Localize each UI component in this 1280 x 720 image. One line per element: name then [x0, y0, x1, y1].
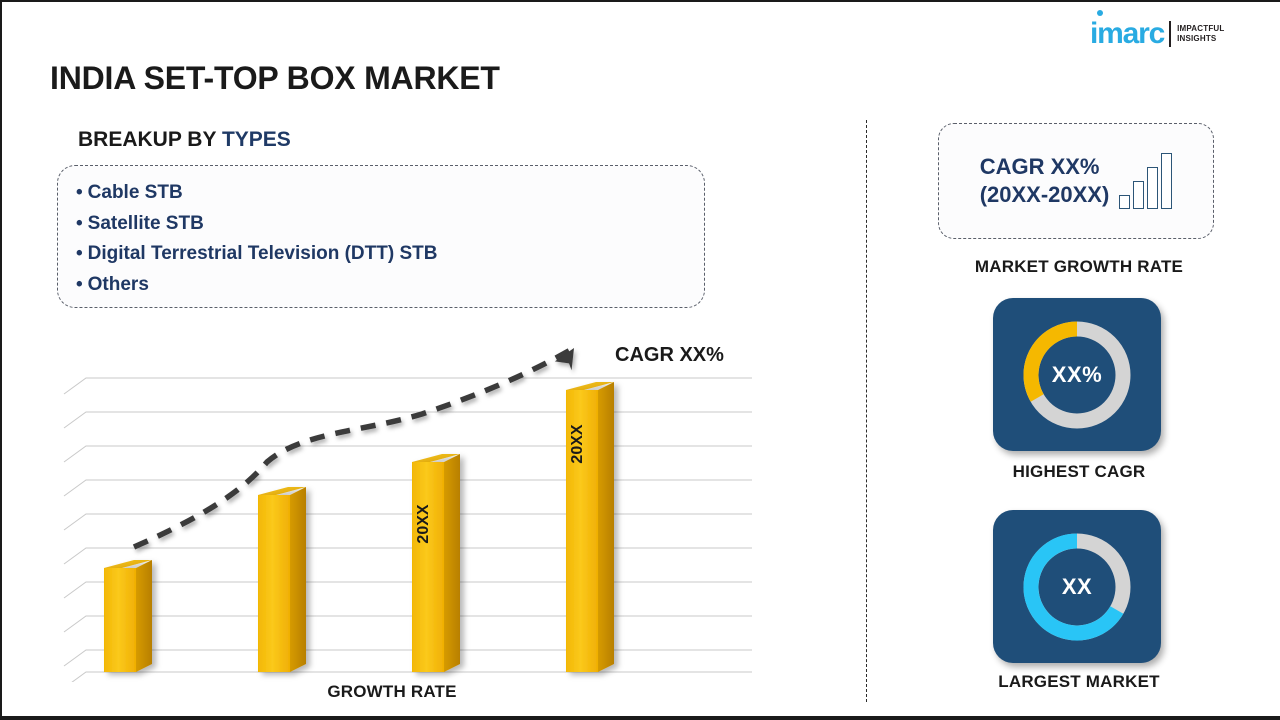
- chart-gridlines: [63, 377, 752, 682]
- trend-arrowhead-icon: [554, 348, 574, 371]
- breakup-heading: BREAKUP BY TYPES: [78, 128, 291, 152]
- cagr-value-line: CAGR XX%: [979, 154, 1100, 179]
- logo-tagline-line2: INSIGHTS: [1177, 34, 1217, 43]
- chart-bar-4: [566, 382, 614, 672]
- list-item: • Cable STB: [76, 178, 704, 209]
- breakup-heading-prefix: BREAKUP BY: [78, 128, 222, 151]
- chart-bar-4-label: 20XX: [569, 424, 586, 463]
- list-item-label: Others: [87, 273, 149, 295]
- imarc-logo: imarc IMPACTFUL INSIGHTS: [1090, 10, 1268, 52]
- list-item: • Digital Terrestrial Television (DTT) ST…: [76, 239, 704, 270]
- bullet-icon: •: [76, 212, 83, 234]
- logo-wordmark: imarc: [1090, 17, 1165, 50]
- ascending-bars-icon: [1119, 153, 1173, 209]
- logo-divider: [1169, 21, 1172, 47]
- list-item: • Satellite STB: [76, 209, 704, 240]
- logo-tagline: IMPACTFUL INSIGHTS: [1177, 24, 1224, 44]
- cagr-text: CAGR XX% (20XX-20XX): [980, 153, 1110, 209]
- types-list-box: • Cable STB • Satellite STB • Digital Terre…: [57, 165, 705, 308]
- largest-market-card: XX: [993, 510, 1161, 663]
- logo-tagline-line1: IMPACTFUL: [1177, 24, 1225, 33]
- highest-cagr-card: XX%: [993, 298, 1161, 451]
- list-item: • Others: [76, 270, 704, 301]
- growth-bar-chart: 20XX 20XX CAGR XX% GROWTH RATE: [62, 332, 752, 716]
- chart-bar-2: [258, 487, 306, 672]
- list-item-label: Satellite STB: [87, 212, 204, 234]
- logo-dot-icon: [1097, 10, 1103, 16]
- chart-bar-1: [104, 560, 152, 672]
- chart-bar-3-label: 20XX: [415, 504, 432, 543]
- chart-trend-label: CAGR XX%: [615, 344, 724, 366]
- highest-cagr-donut: [1023, 321, 1131, 428]
- market-growth-rate-box: CAGR XX% (20XX-20XX): [938, 123, 1214, 239]
- chart-trend-line: [132, 345, 576, 550]
- highest-cagr-caption: HIGHEST CAGR: [1012, 462, 1146, 481]
- largest-market-value: XX: [1061, 573, 1093, 599]
- market-growth-rate-caption: MARKET GROWTH RATE: [974, 257, 1184, 276]
- list-item-label: Cable STB: [87, 182, 183, 203]
- cagr-period-line: (20XX-20XX): [979, 182, 1110, 207]
- bullet-icon: •: [76, 273, 83, 295]
- chart-bar-3: [412, 454, 460, 672]
- chart-canvas: 20XX 20XX: [63, 345, 752, 682]
- chart-axis-label: GROWTH RATE: [327, 682, 457, 701]
- page-title: INDIA SET-TOP BOX MARKET: [50, 60, 500, 96]
- section-divider: [866, 120, 867, 702]
- breakup-heading-accent: TYPES: [221, 128, 291, 151]
- largest-market-donut: [1023, 533, 1131, 640]
- bullet-icon: •: [76, 243, 83, 264]
- list-item-label: Digital Terrestrial Television (DTT) STB: [87, 243, 438, 264]
- highest-cagr-value: XX%: [1051, 361, 1103, 387]
- bullet-icon: •: [76, 182, 83, 203]
- largest-market-caption: LARGEST MARKET: [998, 672, 1160, 691]
